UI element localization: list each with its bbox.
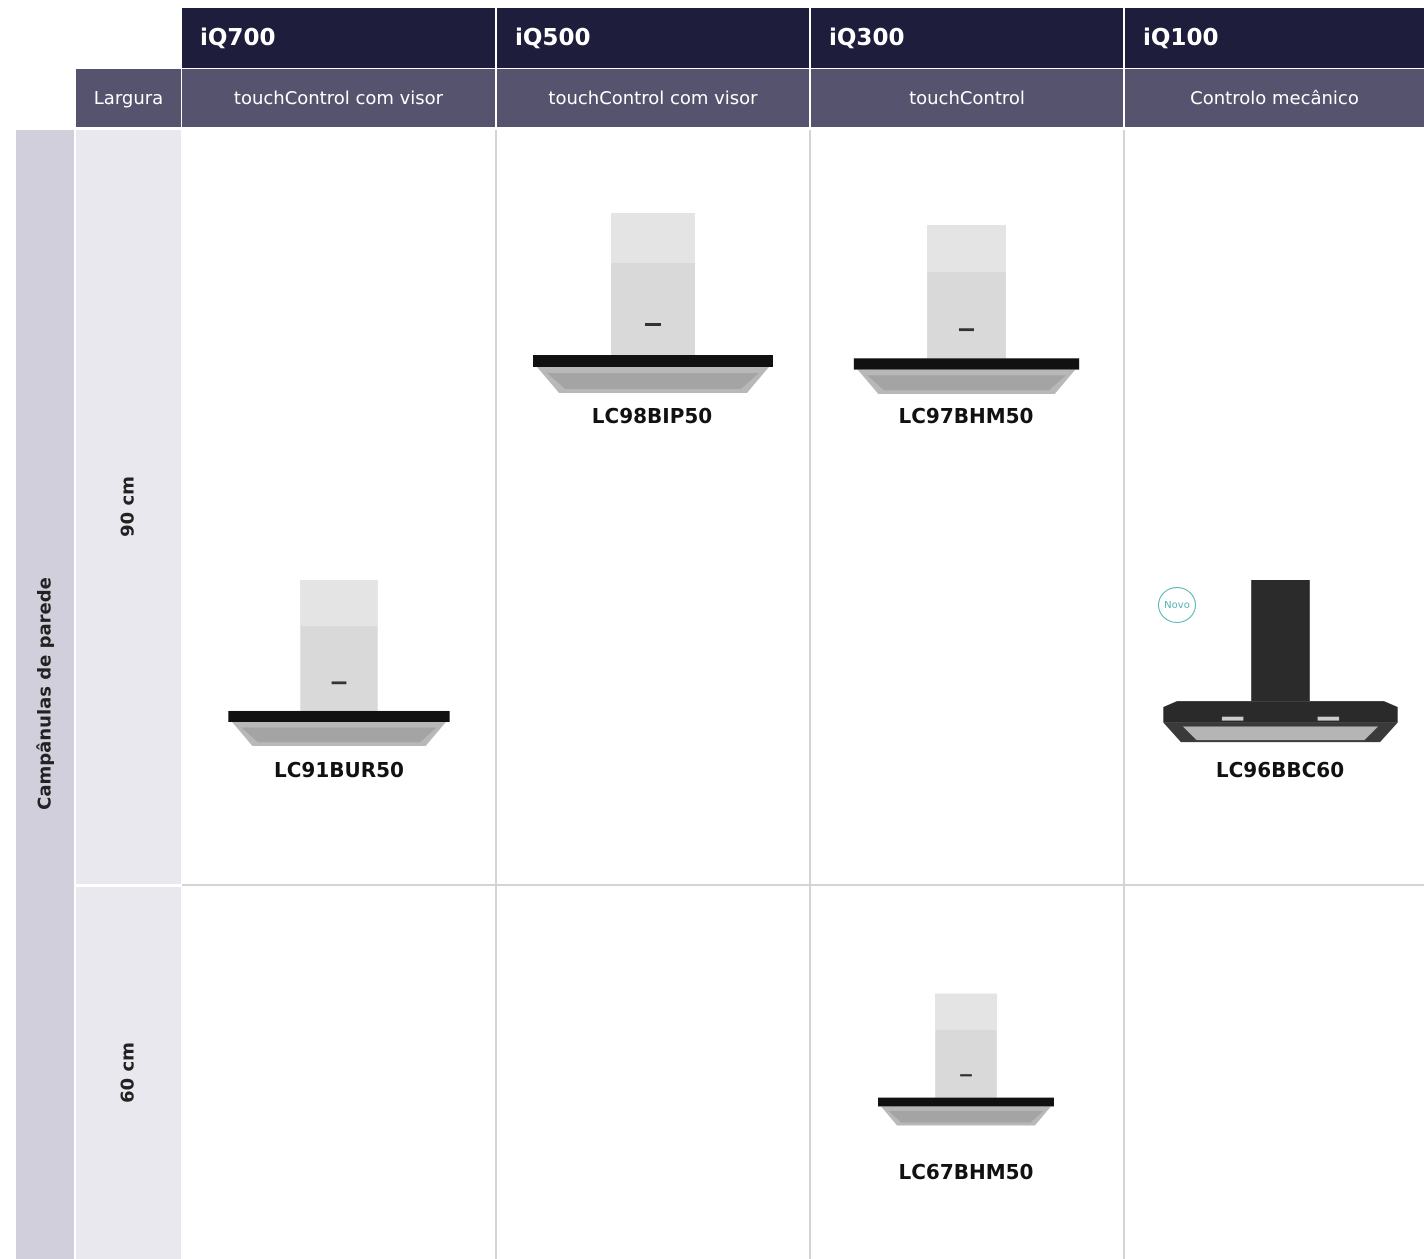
series-header: iQ500 — [497, 8, 809, 68]
grid-line — [182, 884, 1424, 886]
width-header: Largura — [76, 69, 181, 127]
product-image — [228, 580, 450, 746]
product-model: LC96BBC60 — [1215, 758, 1345, 782]
width-cell — [76, 887, 181, 1259]
control-header: touchControl — [811, 69, 1123, 127]
series-header: iQ300 — [811, 8, 1123, 68]
product-model: LC91BUR50 — [274, 758, 404, 782]
series-header: iQ700 — [182, 8, 495, 68]
product-image — [853, 225, 1080, 394]
grid-line — [809, 130, 811, 1259]
product-image — [533, 213, 773, 393]
control-header: touchControl com visor — [497, 69, 809, 127]
product-model: LC98BIP50 — [591, 404, 713, 428]
product-model: LC97BHM50 — [898, 404, 1034, 428]
grid-line — [1123, 130, 1125, 1259]
width-cell — [76, 130, 181, 884]
category-label: Campânulas de parede — [34, 577, 56, 810]
category-band — [16, 130, 74, 1259]
control-header: touchControl com visor — [182, 69, 495, 127]
product-model: LC67BHM50 — [898, 1160, 1034, 1184]
width-label: 90 cm — [117, 476, 139, 537]
width-label: 60 cm — [117, 1042, 139, 1103]
control-header: Controlo mecânico — [1125, 69, 1424, 127]
grid-line — [495, 130, 497, 1259]
product-image — [878, 993, 1054, 1126]
series-header: iQ100 — [1125, 8, 1424, 68]
new-badge: Novo — [1158, 587, 1196, 623]
